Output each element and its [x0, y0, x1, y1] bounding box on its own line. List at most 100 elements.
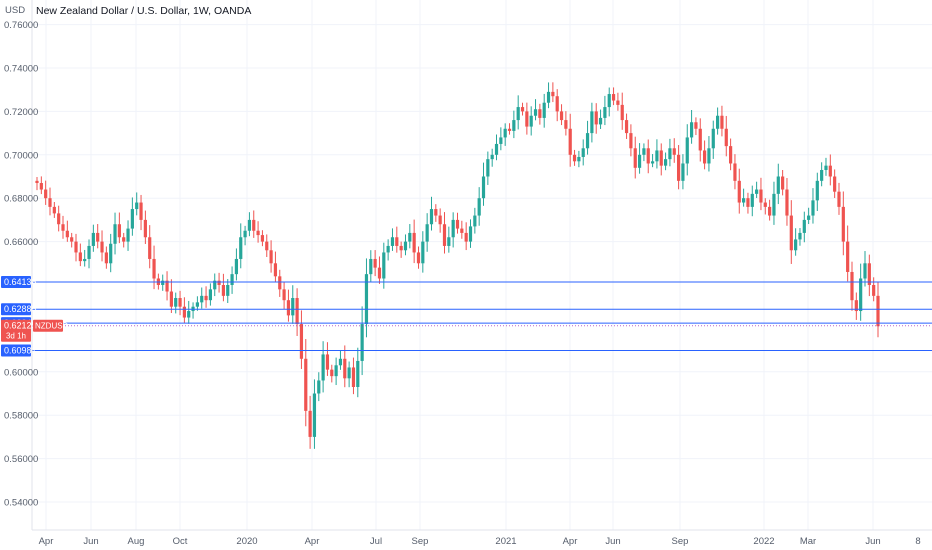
candle-body [503, 128, 507, 138]
candle-body [239, 237, 243, 259]
candle-body [351, 367, 356, 387]
chart-title: New Zealand Dollar / U.S. Dollar, 1W, OA… [36, 5, 251, 17]
candle-body [859, 278, 863, 312]
x-tick-label[interactable]: Apr [305, 536, 320, 547]
candle-body [841, 206, 845, 242]
candle-body [698, 128, 702, 151]
candle-body [724, 128, 728, 147]
candle-body [785, 189, 789, 216]
candle-body [395, 237, 399, 246]
candle-body [659, 150, 663, 166]
x-tick-label[interactable]: Aug [128, 536, 145, 547]
candle-body [39, 183, 43, 190]
candle-body [542, 102, 546, 118]
candle-body [330, 369, 334, 377]
candle-body [729, 146, 733, 164]
candle-body [187, 311, 191, 318]
candle-body [52, 206, 56, 214]
candle-body [122, 237, 126, 242]
candle-body [338, 358, 343, 366]
level-tag [1, 303, 31, 316]
candle-body [356, 360, 360, 387]
candle-body [295, 298, 299, 325]
x-tick-label[interactable]: Jun [83, 536, 98, 547]
candle-body [299, 324, 304, 359]
price-axis-currency: USD [5, 5, 25, 16]
candle-body [525, 111, 529, 127]
countdown-label: 3d 1h [6, 332, 26, 341]
candle-body [707, 148, 711, 164]
x-tick-label[interactable]: 8 [915, 536, 920, 547]
candle-body [304, 358, 308, 411]
candle-body [689, 122, 694, 138]
candle-body [208, 289, 213, 301]
x-tick-label[interactable]: Sep [672, 536, 689, 547]
x-tick-label[interactable]: Sep [412, 536, 429, 547]
candle-body [130, 209, 134, 229]
candle-body [711, 128, 715, 149]
candle-body [109, 243, 113, 264]
candle-body [499, 137, 503, 144]
x-tick-label[interactable]: Mar [800, 536, 816, 547]
candle-body [386, 245, 390, 253]
x-tick-label[interactable]: Jun [605, 536, 620, 547]
candle-body [408, 232, 412, 242]
symbol-tag [33, 319, 63, 332]
level-tag-label: 0.62885 [4, 304, 37, 314]
y-tick-label: 0.68000 [4, 194, 38, 205]
candle-body [377, 267, 382, 279]
symbol-label: NZDUSD [35, 322, 69, 331]
candle-body [646, 148, 650, 164]
candle-body [312, 393, 317, 437]
candle-body [802, 219, 806, 233]
grid-lines [32, 0, 932, 530]
candle-body [195, 302, 199, 307]
candle-body [204, 295, 208, 301]
candle-body [733, 163, 737, 181]
candle-body [876, 295, 880, 327]
candle-body [161, 280, 165, 285]
candle-body [828, 165, 832, 177]
candle-body [135, 202, 139, 210]
x-tick-label[interactable]: 2020 [236, 536, 257, 547]
y-tick-label: 0.70000 [4, 150, 38, 161]
x-tick-label[interactable]: Jul [370, 536, 382, 547]
y-tick-label: 0.74000 [4, 64, 38, 75]
candle-body [217, 280, 221, 285]
candle-body [477, 198, 481, 216]
candle-body [702, 150, 707, 164]
candle-body [70, 237, 74, 242]
x-tick-label[interactable]: Jun [865, 536, 880, 547]
candle-body [676, 154, 681, 181]
x-tick-label[interactable]: Apr [563, 536, 578, 547]
level-tag-label: 0.60981 [4, 346, 37, 356]
candle-body [789, 215, 793, 251]
candle-body [325, 354, 330, 370]
x-tick-label[interactable]: Apr [39, 536, 54, 547]
candle-body [742, 198, 746, 203]
candle-body [451, 219, 455, 238]
candle-body [468, 226, 473, 242]
candle-body [317, 380, 321, 394]
candle-body [538, 109, 542, 118]
x-tick-label[interactable]: 2022 [753, 536, 774, 547]
candle-body [143, 219, 147, 238]
x-tick-label[interactable]: Oct [173, 536, 188, 547]
candle-body [234, 258, 239, 275]
candle-body [447, 237, 451, 246]
candle-body [815, 180, 819, 201]
candle-body [256, 230, 260, 236]
candle-body [165, 280, 169, 292]
candle-body [117, 224, 121, 238]
candle-body [65, 230, 69, 238]
x-tick-label[interactable]: 2021 [495, 536, 516, 547]
level-tag-label: 0.64138 [4, 277, 37, 287]
candle-body [291, 298, 295, 316]
time-axis[interactable]: Apr Jun Aug Oct 2020 Apr Jul Sep 2021 Apr Jun Sep 20… [39, 536, 921, 547]
candle-body [798, 232, 802, 240]
candle-body [57, 213, 61, 225]
candle-body [169, 291, 173, 307]
candle-body [516, 107, 520, 121]
candle-body [273, 263, 278, 277]
